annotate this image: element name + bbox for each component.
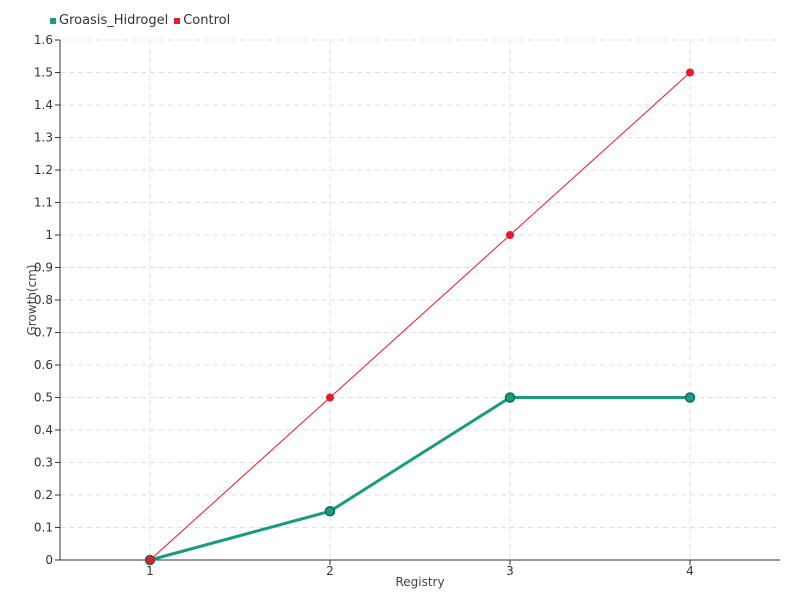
y-tick-label: 0.8	[34, 293, 53, 307]
y-tick-label: 1.4	[34, 98, 53, 112]
y-tick-label: 1.2	[34, 163, 53, 177]
x-tick-label: 3	[506, 564, 514, 578]
y-tick-label: 1.6	[34, 33, 53, 47]
tick-labels: 0 0.1 0.2 0.3 0.4 0.5 0.6 0.7 0.8 0.9 1 1.1 1.2 1.3 1.…	[34, 33, 694, 578]
x-tick-label: 4	[686, 564, 694, 578]
legend-swatch-series-2	[174, 17, 181, 24]
y-tick-label: 0.2	[34, 488, 53, 502]
x-axis-title: Registry	[395, 575, 444, 589]
series-1-point-3[interactable]	[504, 392, 516, 403]
series-line-2	[149, 72, 691, 561]
x-tick-label: 2	[326, 564, 334, 578]
series-2-point-4[interactable]	[686, 68, 694, 77]
y-tick-label: 0	[45, 553, 53, 567]
series-2-point-1[interactable]	[146, 556, 154, 564]
chart-legend: Groasis_Hidrogel Control	[50, 13, 236, 28]
y-tick-label: 1.1	[34, 196, 53, 210]
y-tick-label: 1.5	[34, 66, 53, 80]
y-tick-label: 0.4	[34, 423, 53, 437]
x-tick-label: 1	[146, 564, 154, 578]
y-tick-label: 0.9	[34, 261, 53, 275]
axes	[59, 40, 780, 561]
legend-label-series-2: Control	[183, 13, 231, 28]
y-tick-label: 0.7	[34, 326, 53, 340]
legend-item-series-1[interactable]: Groasis_Hidrogel	[50, 13, 168, 28]
y-tick-label: 0.5	[34, 391, 53, 405]
series-2-point-3[interactable]	[506, 231, 514, 239]
legend-item-series-2[interactable]: Control	[174, 13, 230, 28]
y-tick-label: 0.6	[34, 358, 53, 372]
y-tick-label: 0.3	[34, 456, 53, 470]
series-line-1	[149, 396, 690, 562]
series-lines	[144, 68, 696, 566]
y-tick-label: 1	[45, 228, 53, 242]
grid-lines	[55, 39, 780, 565]
series-2-point-2[interactable]	[326, 393, 334, 402]
legend-label-series-1: Groasis_Hidrogel	[59, 13, 169, 28]
y-axis-title: Growth(cm)	[25, 264, 39, 335]
legend-swatch-series-1	[50, 17, 56, 24]
y-tick-label: 0.1	[34, 521, 53, 535]
series-1-point-4[interactable]	[684, 392, 696, 403]
y-tick-label: 1.3	[34, 131, 53, 145]
series-1-point-2[interactable]	[324, 506, 336, 517]
